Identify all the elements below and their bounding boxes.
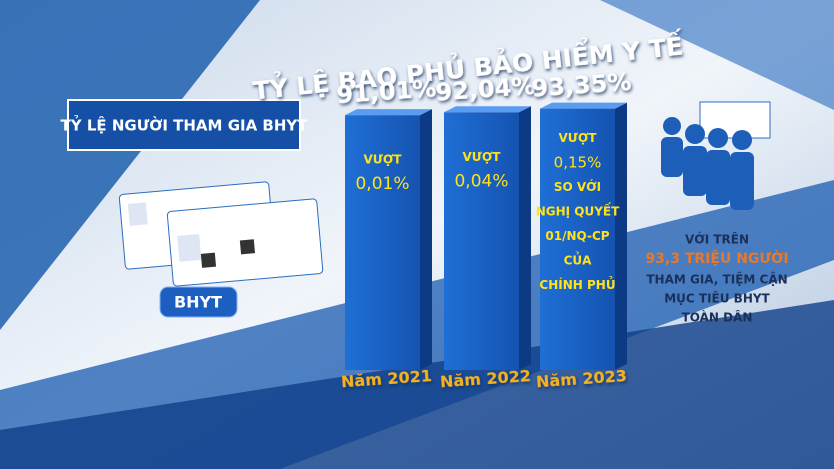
bar-annotation: NGHỊ QUYẾT — [536, 203, 620, 219]
bar-annotation: SO VỚI — [554, 179, 601, 194]
bar-top — [444, 106, 531, 113]
bar-side — [615, 102, 627, 371]
bar-side — [420, 109, 432, 370]
bar — [345, 115, 420, 370]
bar-annotation: 01/NQ-CP — [545, 229, 609, 243]
right-line: VỚI TRÊN — [685, 232, 749, 247]
value-label: 92,04% — [435, 72, 537, 107]
people-icons — [661, 101, 771, 210]
stripe — [0, 0, 260, 330]
right-line: MỤC TIÊU BHYT — [664, 291, 770, 306]
bar-annotation: VƯỢT — [463, 150, 502, 164]
bar-annotation: 0,01% — [355, 174, 409, 194]
bar-annotation: CHÍNH PHỦ — [539, 276, 615, 292]
bar-top — [345, 109, 432, 116]
bar — [444, 112, 519, 371]
bar-top — [540, 102, 627, 109]
bar-annotation: VƯỢT — [364, 153, 403, 167]
bar-annotation: CỦA — [564, 252, 593, 268]
left-title: TỶ LỆ NGƯỜI THAM GIA BHYT — [61, 114, 309, 135]
bar-side — [519, 106, 531, 371]
bar — [540, 108, 615, 371]
right-line: TOÀN DÂN — [682, 310, 753, 325]
bar-annotation: VƯỢT — [559, 131, 598, 145]
stripe — [600, 0, 834, 110]
value-label: 91,01% — [336, 74, 438, 109]
bar-annotation: 0,04% — [454, 171, 508, 191]
badge-text: BHYT — [174, 293, 222, 312]
right-line: 93,3 TRIỆU NGƯỜI — [645, 249, 788, 267]
title-box — [67, 99, 301, 151]
right-text: VỚI TRÊN 93,3 TRIỆU NGƯỜI THAM GIA, TIỆM C… — [645, 232, 788, 325]
insurance-cards — [118, 181, 324, 287]
badge — [159, 286, 238, 318]
bar-annotation: 0,15% — [554, 154, 602, 172]
value-label: 93,35% — [531, 68, 633, 103]
right-line: THAM GIA, TIỆM CẬN — [646, 272, 787, 287]
